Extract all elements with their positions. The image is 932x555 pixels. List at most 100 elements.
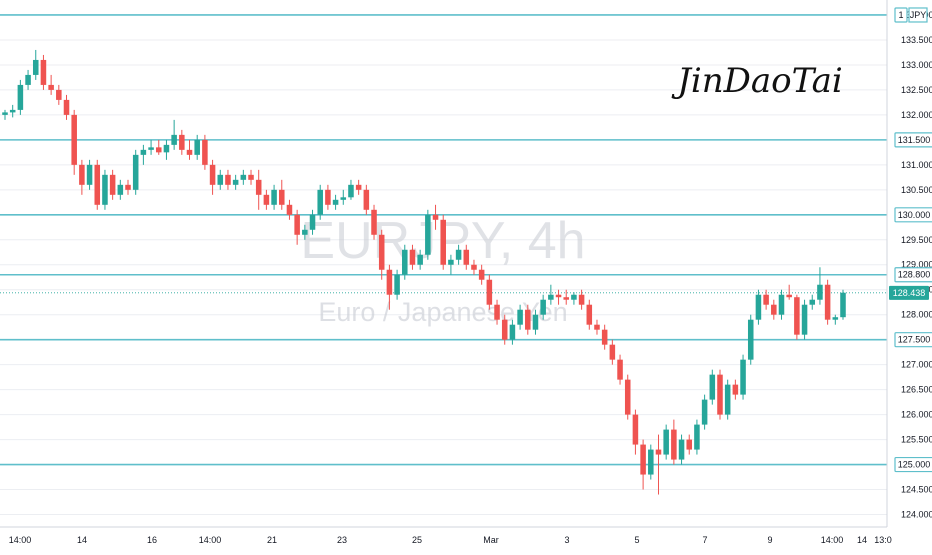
- candle-body: [240, 174, 247, 180]
- candle-body: [317, 189, 323, 215]
- y-tick-label: 125.500: [901, 435, 932, 445]
- candle-body: [732, 384, 739, 395]
- level-label: 125.000: [898, 460, 931, 470]
- candle-body: [771, 304, 777, 315]
- candle-body: [56, 89, 62, 100]
- candle-body: [455, 249, 462, 260]
- candle-body: [417, 254, 423, 265]
- candle-body: [332, 199, 339, 205]
- candle-body: [740, 359, 746, 395]
- candle-body: [617, 359, 623, 380]
- candle-body: [609, 344, 616, 360]
- y-tick-label: 130.500: [901, 185, 932, 195]
- y-tick-label: 133.500: [901, 35, 932, 45]
- candle-body: [171, 134, 177, 145]
- candle-body: [186, 149, 193, 155]
- x-tick-label: 14:00: [821, 535, 844, 545]
- candle-body: [463, 249, 470, 265]
- candle-body: [509, 324, 516, 340]
- level-label: 128.800: [898, 270, 931, 280]
- candle-body: [694, 424, 700, 450]
- candle-body: [94, 164, 101, 205]
- x-tick-label: 5: [634, 535, 639, 545]
- candle-body: [348, 184, 354, 198]
- candle-body: [555, 294, 562, 298]
- candle-body: [363, 189, 370, 210]
- candle-body: [17, 84, 24, 110]
- x-tick-label: 7: [702, 535, 707, 545]
- candle-body: [125, 184, 131, 190]
- candle-body: [202, 139, 208, 165]
- x-tick-label: Mar: [483, 535, 499, 545]
- currency-badge-box[interactable]: [908, 7, 928, 23]
- level-label-box[interactable]: [894, 456, 932, 473]
- candle-body: [117, 184, 124, 195]
- candle-body: [79, 164, 85, 185]
- candle-body: [786, 294, 792, 298]
- current-price-box: [889, 285, 929, 300]
- candle-body: [563, 297, 569, 300]
- candle-body: [717, 374, 723, 415]
- candle-body: [309, 214, 316, 230]
- candle-body: [86, 164, 93, 185]
- candle-body: [378, 234, 385, 270]
- candle-body: [701, 399, 708, 425]
- candle-body: [678, 439, 685, 460]
- candle-body: [494, 304, 500, 320]
- candle-body: [655, 449, 662, 455]
- y-tick-label: 126.000: [901, 410, 932, 420]
- candle-body: [25, 74, 31, 85]
- candle-body: [194, 139, 200, 155]
- x-tick-label: 13:0: [874, 535, 892, 545]
- level-label-box[interactable]: [894, 332, 932, 348]
- y-tick-label: 129.500: [901, 235, 932, 245]
- candle-body: [501, 319, 508, 340]
- level-label-box[interactable]: [894, 267, 932, 283]
- x-tick-label: 16: [147, 535, 157, 545]
- candle-body: [371, 209, 377, 235]
- level-label-box[interactable]: [894, 7, 908, 23]
- candle-body: [394, 274, 400, 295]
- candle-body: [217, 174, 224, 185]
- level-label: 130.000: [898, 210, 931, 220]
- candle-body: [571, 294, 577, 300]
- candle-body: [9, 109, 16, 113]
- candle-body: [809, 299, 816, 305]
- x-tick-label: 14:00: [9, 535, 32, 545]
- candle-body: [248, 174, 254, 180]
- current-price-label: 128.438: [893, 288, 926, 298]
- candle-body: [640, 444, 646, 475]
- level-label: 127.500: [898, 335, 931, 345]
- x-tick-label: 3: [564, 535, 569, 545]
- candle-body: [402, 249, 408, 275]
- level-label-box[interactable]: [894, 207, 932, 223]
- candle-body: [817, 284, 823, 300]
- candle-body: [255, 179, 262, 195]
- candle-body: [778, 294, 785, 315]
- y-tick-label: 131.000: [901, 160, 932, 170]
- candle-body: [763, 294, 769, 305]
- candle-body: [824, 284, 831, 320]
- candle-body: [624, 379, 631, 415]
- candle-body: [386, 269, 393, 295]
- candle-body: [440, 219, 446, 265]
- candle-body: [486, 279, 493, 305]
- x-tick-label: 14:00: [199, 535, 222, 545]
- level-label: 1: [898, 10, 903, 20]
- candle-body: [471, 264, 477, 270]
- candle-body: [709, 374, 716, 400]
- candle-body: [586, 304, 593, 325]
- candle-body: [325, 189, 331, 205]
- level-label-box[interactable]: [894, 132, 932, 148]
- x-tick-label: 14: [77, 535, 87, 545]
- y-tick-label: 129.000: [901, 260, 932, 270]
- candle-body: [432, 214, 439, 220]
- candle-body: [286, 204, 293, 215]
- candle-body: [40, 59, 47, 85]
- candle-body: [532, 314, 539, 330]
- candle-body: [747, 319, 754, 360]
- candle-body: [663, 429, 669, 455]
